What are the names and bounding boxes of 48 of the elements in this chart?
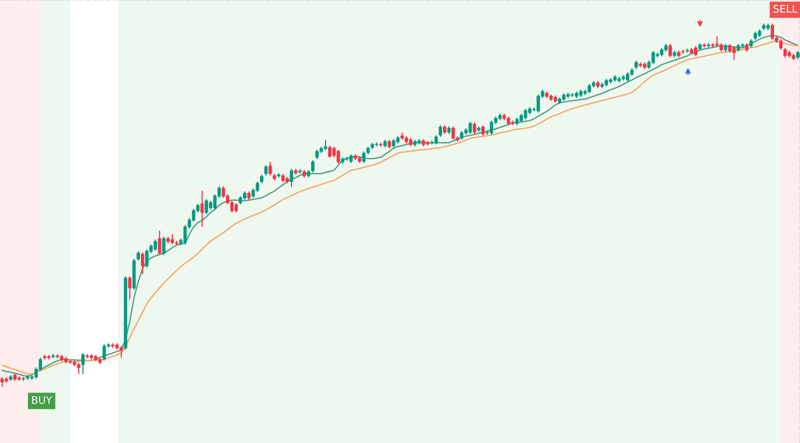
candlestick (702, 42, 706, 48)
candlestick (536, 94, 540, 114)
candlestick (686, 48, 689, 54)
candlestick (68, 358, 72, 364)
candlestick (328, 145, 332, 159)
candlestick (128, 276, 132, 300)
candlestick (120, 345, 123, 358)
candlestick (264, 164, 268, 176)
candlestick (652, 50, 655, 65)
candlestick (86, 353, 89, 359)
candlestick (770, 23, 774, 40)
candlestick (438, 124, 442, 138)
candlestick (200, 190, 204, 228)
candlestick (204, 198, 208, 215)
candlestick (136, 250, 140, 262)
candlestick (732, 46, 736, 60)
candlestick (81, 352, 85, 375)
candlestick (102, 344, 106, 362)
candlestick (170, 234, 174, 245)
candlestick (290, 168, 294, 188)
candlestick (145, 248, 148, 268)
candlestick (715, 36, 719, 48)
candlestick (162, 236, 166, 256)
candlestick (783, 47, 787, 58)
candlestick (362, 150, 366, 164)
candlestick (481, 124, 485, 136)
candlestick (711, 42, 714, 48)
candlestick (524, 108, 528, 120)
candlestick (268, 161, 272, 176)
candlestick (158, 230, 162, 256)
candlestick (0, 376, 4, 388)
candlestick (588, 83, 592, 94)
candlestick (668, 43, 672, 58)
text: SELL (773, 4, 798, 13)
candlestick (336, 149, 340, 164)
candlestick (452, 126, 455, 140)
candlestick (779, 38, 783, 50)
candlestick (256, 181, 260, 193)
candlestick (77, 362, 80, 375)
candlestick (468, 121, 472, 135)
candlestick (311, 160, 314, 174)
candlestick (626, 72, 630, 82)
candlestick (315, 149, 319, 160)
text: BUY (32, 396, 52, 404)
candlestick (154, 239, 157, 252)
candlestick (324, 139, 328, 151)
candlestick (694, 46, 698, 57)
candlestick (277, 172, 280, 178)
